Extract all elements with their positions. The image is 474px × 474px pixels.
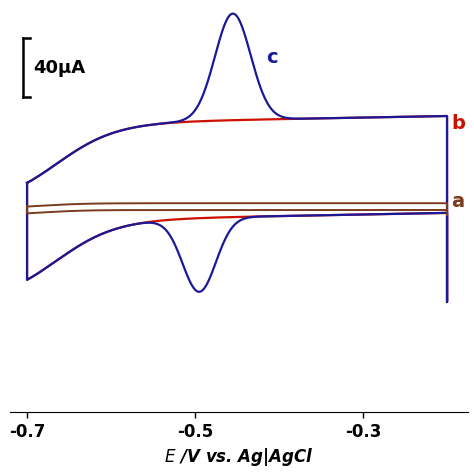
Text: b: b <box>451 114 465 133</box>
X-axis label: $E$ /V vs. Ag|AgCl: $E$ /V vs. Ag|AgCl <box>164 447 314 468</box>
Text: c: c <box>266 48 278 67</box>
Text: a: a <box>451 192 465 211</box>
Text: 40μA: 40μA <box>33 59 85 77</box>
